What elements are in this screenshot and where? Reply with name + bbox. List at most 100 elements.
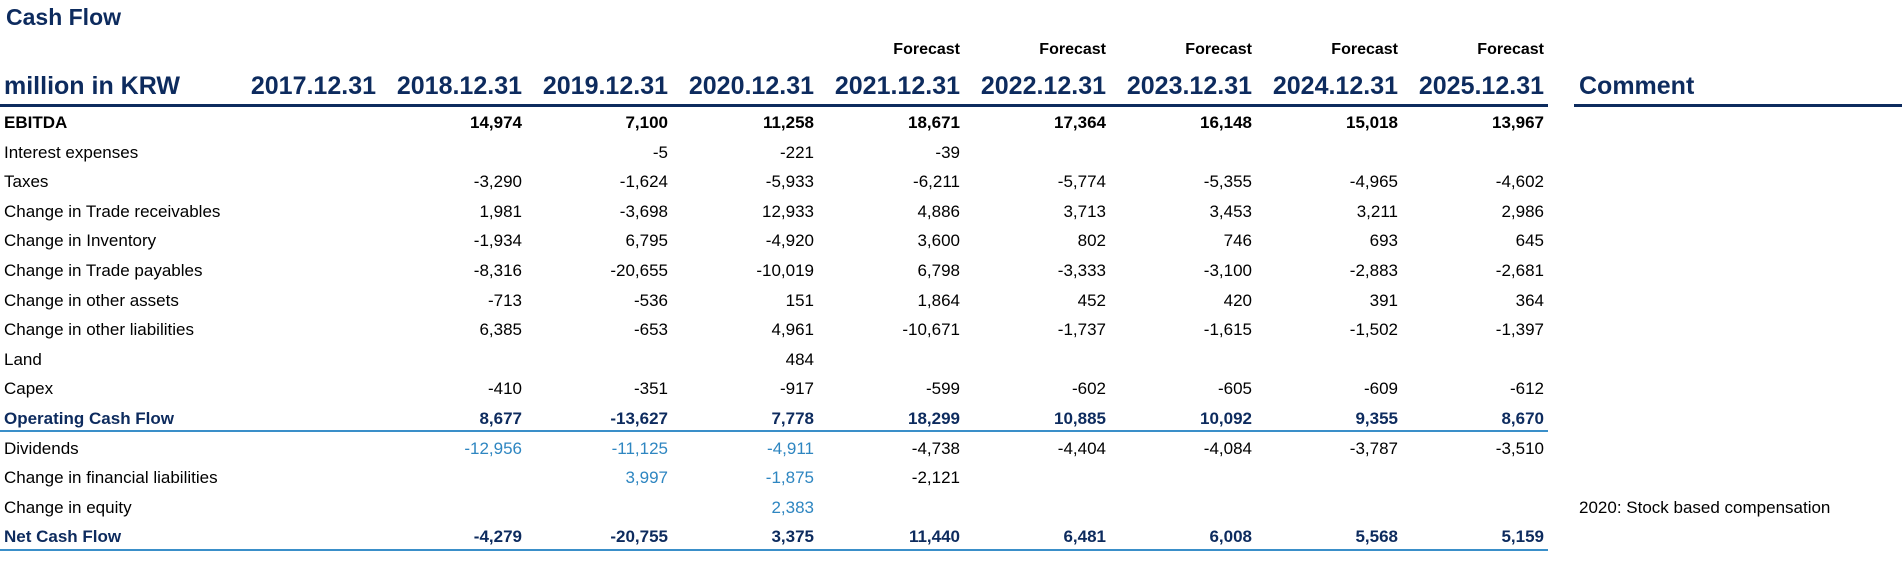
value-cell: 11,258 bbox=[762, 113, 814, 132]
value-cell: -612 bbox=[1509, 379, 1544, 399]
value-cell bbox=[966, 463, 1106, 492]
year-header-2017: 2017.12.31 bbox=[250, 72, 376, 100]
net-cash-flow-rule bbox=[0, 549, 1548, 551]
value-cell: 6,008 bbox=[1209, 527, 1252, 547]
value-cell bbox=[1258, 463, 1398, 492]
value-cell: 17,364 bbox=[1054, 113, 1106, 132]
value-cell bbox=[236, 256, 376, 285]
value-cell: 645 bbox=[1515, 231, 1544, 251]
row-label: Change in Trade payables bbox=[4, 261, 203, 280]
table-row: Change in other assets -713 -536 151 1,864 45… bbox=[0, 286, 1902, 315]
value-cell: 3,211 bbox=[1356, 201, 1398, 221]
value-cell: -1,875 bbox=[765, 468, 814, 488]
value-cell: 18,299 bbox=[908, 409, 960, 428]
value-cell: -4,738 bbox=[911, 438, 960, 458]
value-cell bbox=[382, 463, 522, 492]
year-header-2025: 2025.12.31 bbox=[1418, 72, 1544, 100]
value-cell: 3,453 bbox=[1209, 201, 1252, 221]
value-cell: -1,502 bbox=[1349, 320, 1398, 340]
table-row: Capex -410 -351 -917 -599 -602 -605 -609 -612 bbox=[0, 374, 1902, 403]
value-cell: -4,602 bbox=[1495, 172, 1544, 192]
table-row: Operating Cash Flow 8,677 -13,627 7,778 18,2… bbox=[0, 404, 1902, 433]
year-header-2022: 2022.12.31 bbox=[980, 72, 1106, 100]
value-cell: 3,375 bbox=[771, 527, 814, 547]
row-label: Net Cash Flow bbox=[4, 527, 122, 547]
value-cell: -3,510 bbox=[1495, 438, 1544, 458]
value-cell bbox=[820, 493, 960, 522]
value-cell bbox=[236, 374, 376, 403]
value-cell: -1,615 bbox=[1203, 320, 1252, 340]
value-cell: 391 bbox=[1369, 290, 1398, 310]
value-cell: 18,671 bbox=[908, 113, 960, 132]
value-cell bbox=[1404, 345, 1544, 374]
value-cell: 1,981 bbox=[479, 201, 522, 221]
value-cell: -5,933 bbox=[765, 172, 814, 192]
value-cell: -39 bbox=[935, 142, 960, 162]
value-cell: -4,279 bbox=[473, 527, 522, 547]
value-cell: -410 bbox=[487, 379, 522, 399]
value-cell: 8,677 bbox=[479, 409, 522, 428]
value-cell: 10,092 bbox=[1200, 409, 1252, 428]
operating-cash-flow-rule bbox=[0, 430, 1548, 432]
value-cell bbox=[236, 138, 376, 167]
value-cell bbox=[966, 493, 1106, 522]
value-cell: 452 bbox=[1077, 290, 1106, 310]
year-header-2019: 2019.12.31 bbox=[542, 72, 668, 100]
value-cell: -5,774 bbox=[1057, 172, 1106, 192]
forecast-label-2025: Forecast bbox=[1477, 41, 1544, 58]
table-row: Taxes -3,290 -1,624 -5,933 -6,211 -5,774 -5,35… bbox=[0, 167, 1902, 196]
value-cell: 10,885 bbox=[1054, 409, 1106, 428]
value-cell: -12,956 bbox=[464, 438, 522, 458]
row-label: Change in Trade receivables bbox=[4, 201, 221, 221]
value-cell: -917 bbox=[779, 379, 814, 399]
year-header-2021: 2021.12.31 bbox=[834, 72, 960, 100]
year-header-2018: 2018.12.31 bbox=[396, 72, 522, 100]
value-cell: 8,670 bbox=[1501, 409, 1544, 428]
value-cell: 802 bbox=[1077, 231, 1106, 251]
value-cell: -1,397 bbox=[1495, 320, 1544, 340]
value-cell: 420 bbox=[1223, 290, 1252, 310]
value-cell: 2,383 bbox=[771, 497, 814, 517]
value-cell bbox=[382, 493, 522, 522]
table-row: Change in Trade payables -8,316 -20,655 -10… bbox=[0, 256, 1902, 285]
value-cell: -6,211 bbox=[913, 172, 960, 192]
row-label: Operating Cash Flow bbox=[4, 409, 175, 428]
forecast-label-2021: Forecast bbox=[893, 41, 960, 58]
value-cell: -3,100 bbox=[1203, 261, 1252, 280]
value-cell: -4,965 bbox=[1349, 172, 1398, 192]
value-cell: -713 bbox=[487, 290, 522, 310]
table-row: Interest expenses -5 -221 -39 bbox=[0, 138, 1902, 167]
value-cell: 12,933 bbox=[762, 201, 814, 221]
value-cell: 7,100 bbox=[625, 113, 668, 132]
value-cell bbox=[1112, 463, 1252, 492]
value-cell: -602 bbox=[1071, 379, 1106, 399]
value-cell: 9,355 bbox=[1355, 409, 1398, 428]
value-cell bbox=[236, 226, 376, 255]
value-cell bbox=[1258, 493, 1398, 522]
value-cell: -351 bbox=[633, 379, 668, 399]
row-label: Interest expenses bbox=[4, 142, 139, 162]
value-cell bbox=[236, 522, 376, 551]
value-cell bbox=[820, 345, 960, 374]
value-cell: 6,795 bbox=[625, 231, 668, 251]
value-cell: -10,671 bbox=[902, 320, 960, 340]
value-cell: 6,798 bbox=[917, 261, 960, 280]
table-row: Change in Inventory -1,934 6,795 -4,920 3,60… bbox=[0, 226, 1902, 255]
value-cell bbox=[528, 345, 668, 374]
header-rule bbox=[0, 104, 1548, 107]
value-cell: -4,084 bbox=[1203, 438, 1252, 458]
year-header-2024: 2024.12.31 bbox=[1272, 72, 1398, 100]
value-cell: 151 bbox=[785, 290, 814, 310]
value-cell: -536 bbox=[633, 290, 668, 310]
unit-label: million in KRW bbox=[4, 72, 180, 100]
value-cell: 15,018 bbox=[1346, 113, 1398, 132]
value-cell bbox=[1258, 345, 1398, 374]
value-cell: 484 bbox=[785, 349, 814, 369]
value-cell: -1,737 bbox=[1057, 320, 1106, 340]
value-cell: -605 bbox=[1217, 379, 1252, 399]
row-label: Dividends bbox=[4, 438, 79, 458]
value-cell: -13,627 bbox=[610, 409, 668, 428]
value-cell bbox=[1112, 493, 1252, 522]
value-cell: 13,967 bbox=[1492, 113, 1544, 132]
table-row: Change in financial liabilities 3,997 -1,8… bbox=[0, 463, 1902, 492]
